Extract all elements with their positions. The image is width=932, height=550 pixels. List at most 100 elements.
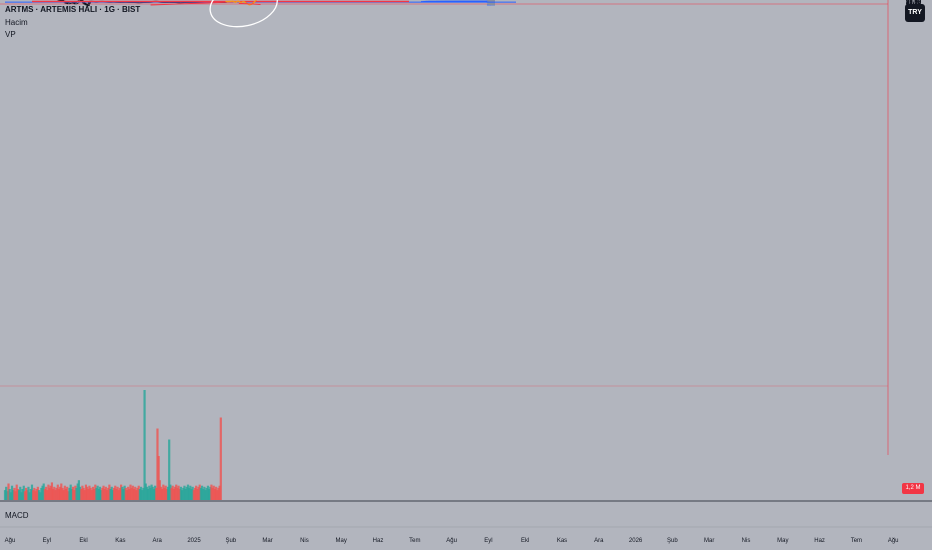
volume-bar [189,485,192,500]
volume-bar [75,487,78,500]
volume-bar [148,485,151,500]
volume-bar [196,489,199,500]
time-tick-label: Ağu [888,538,899,544]
volume-bar [181,490,184,500]
volume-bar [111,490,115,500]
volume-bar [23,491,27,500]
volume-bar [37,490,41,500]
price-tick-label: 31,00 [906,0,922,5]
time-tick-label: Şub [225,538,236,544]
volume-bar [47,484,50,500]
price-tick-label: 32,50 [906,0,922,5]
volume-bar [90,490,93,500]
volume-bar [216,490,219,500]
time-tick-label: Tem [409,538,420,544]
candle-body [86,4,90,7]
volume-bar [132,489,136,500]
volume-bar [120,484,123,500]
volume-bar [154,485,157,500]
volume-bar [182,487,185,500]
volume-bar [41,485,44,500]
volume-bar [203,486,206,500]
volume-bar [10,485,14,500]
time-tick-label: Haz [373,538,384,544]
volume-bar [125,490,129,500]
volume-bar [27,486,30,500]
volume-bar [25,487,28,500]
volume-bar [116,486,119,500]
volume-bar [107,487,110,500]
volume-bar [204,490,207,500]
volume-bar [48,487,51,500]
volume-bar [135,490,138,500]
volume-bar [128,489,131,500]
volume-bar [6,491,9,500]
volume-bar [206,485,210,500]
volume-bar [137,485,140,500]
price-tick-label: 26,50 [906,0,922,6]
volume-bar [158,480,161,500]
volume-bar [173,486,177,500]
volume-bar [96,485,99,500]
volume-bar [130,487,133,500]
volume-bar [89,487,92,500]
volume-bar [218,485,221,500]
volume-bar [165,489,168,500]
volume-indicator-label[interactable]: Hacim [5,18,28,27]
volume-bar [168,439,171,500]
volume-bar [136,487,139,500]
volume-bar [26,490,29,500]
volume-bar [59,486,62,500]
volume-bar [14,491,17,500]
volume-bar [83,490,86,500]
highlight-ellipse [209,0,278,28]
volume-bar [20,492,23,500]
volume-bar [115,489,118,500]
volume-bar [81,485,84,500]
volume-bar [36,486,39,500]
volume-bar [155,487,158,500]
volume-bar [117,490,120,500]
time-tick-label: Kas [115,538,125,544]
volume-bar [110,486,113,500]
volume-bar [185,486,188,500]
volume-bar [15,484,18,500]
volume-bar [144,483,147,500]
time-tick-label: Eyl [484,538,492,544]
volume-bar [195,485,198,500]
volume-bar [64,489,68,500]
volume-bar [73,490,76,500]
volume-bar [146,489,150,500]
volume-bar [34,491,37,500]
currency-badge[interactable]: TRY [905,4,925,22]
time-tick-label: 2025 [187,538,201,544]
volume-bar [84,484,88,500]
time-tick-label: Kas [557,538,567,544]
volume-bar [212,485,215,500]
macd-indicator-label[interactable]: MACD [5,511,29,520]
volume-bar [157,456,160,500]
volume-bar [172,489,175,500]
volume-bar [98,486,102,500]
volume-bar [22,485,25,500]
volume-bar [191,486,194,500]
volume-bar [192,490,195,500]
volume-bar [108,484,111,500]
time-tick-label: Nis [742,538,751,544]
volume-bar [42,483,45,500]
volume-bar [17,490,21,500]
vp-indicator-label[interactable]: VP [5,30,16,39]
time-tick-label: Ara [153,538,163,544]
volume-bar [60,483,63,500]
volume-bar [127,486,130,500]
volume-bar [61,487,64,500]
volume-bar [7,483,10,500]
volume-bar [78,486,82,500]
volume-bar [80,489,83,500]
volume-bar [68,487,71,500]
volume-bar [30,484,34,500]
volume-bar [102,485,105,500]
volume-bar [205,487,208,500]
